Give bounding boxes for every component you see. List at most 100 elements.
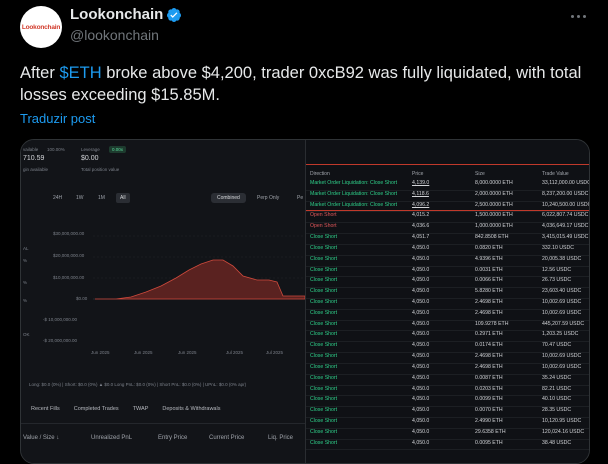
available-value: 710.59 xyxy=(23,155,45,162)
header-current-price[interactable]: Current Price xyxy=(209,435,245,441)
trade-row: Close Short 4,050.0 0.0070 ETH 28.35 USDC xyxy=(306,407,589,419)
trade-value: 38.48 USDC xyxy=(542,439,572,446)
trade-value: 26.73 USDC xyxy=(542,277,572,284)
trades-table-header: Direction Price Size Trade Value xyxy=(306,171,589,180)
cashtag-link[interactable]: $ETH xyxy=(59,64,102,82)
avatar[interactable]: Lookonchain xyxy=(20,6,62,48)
trade-value: 6,022,807.74 USDC xyxy=(542,212,589,219)
display-name[interactable]: Lookonchain xyxy=(70,6,164,23)
trade-direction: Close Short xyxy=(310,439,338,446)
trade-price: 4,050.0 xyxy=(412,342,430,349)
trade-value: 10,002.69 USDC xyxy=(542,299,582,306)
header-size: Size xyxy=(475,171,485,177)
trade-size: 1,000.0000 ETH xyxy=(475,223,513,230)
trade-value: 82.21 USDC xyxy=(542,385,572,392)
leverage-value: $0.00 xyxy=(81,155,99,162)
trade-direction: Close Short xyxy=(310,244,338,251)
trade-size: 0.0087 ETH xyxy=(475,374,503,381)
trade-direction: Close Short xyxy=(310,363,338,370)
trade-size: 29.6358 ETH xyxy=(475,428,506,435)
trade-direction: Close Short xyxy=(310,331,338,338)
trade-row: Close Short 4,050.0 0.0031 ETH 12.56 USDC xyxy=(306,267,589,278)
header-value-size[interactable]: Value / Size ↓ xyxy=(23,435,60,441)
trade-size: 2.4698 ETH xyxy=(475,309,503,316)
leverage-badge: 0.00x xyxy=(109,146,127,153)
header-unrealized-pnl[interactable]: Unrealized PnL xyxy=(91,435,133,441)
trade-direction: Close Short xyxy=(310,396,338,403)
tab-recent-fills[interactable]: Recent Fills xyxy=(31,406,60,412)
trade-direction: Market Order Liquidation: Close Short xyxy=(310,201,398,208)
translate-post-link[interactable]: Traduzir post xyxy=(20,111,96,126)
leverage-sub: Total position value xyxy=(81,167,120,172)
available-label: vailable xyxy=(23,147,39,152)
trade-size: 842.8508 ETH xyxy=(475,234,509,241)
trade-direction: Close Short xyxy=(310,234,338,241)
trade-row: Open Short 4,036.6 1,000.0000 ETH 4,036,649… xyxy=(306,223,589,235)
trade-value: 23,603.40 USDC xyxy=(542,288,582,295)
tab-completed-trades[interactable]: Completed Trades xyxy=(73,406,119,412)
divider xyxy=(21,423,305,424)
trade-size: 0.0203 ETH xyxy=(475,385,503,392)
y-tick: -$ 20,000,000.00 xyxy=(43,338,78,343)
trade-price: 4,050.0 xyxy=(412,363,430,370)
positions-tabs: Recent Fills Completed Trades TWAP Depos… xyxy=(31,406,220,412)
handle[interactable]: @lookonchain xyxy=(70,27,159,43)
more-options-icon[interactable] xyxy=(568,10,588,22)
trade-value: 1,203.25 USDC xyxy=(542,331,579,338)
trade-size: 0.0174 ETH xyxy=(475,342,503,349)
trade-row: Close Short 4,050.0 0.0203 ETH 82.21 USDC xyxy=(306,385,589,397)
trade-direction: Close Short xyxy=(310,255,338,262)
trade-size: 0.0099 ETH xyxy=(475,396,503,403)
tab-twap[interactable]: TWAP xyxy=(132,406,149,412)
trade-price: 4,050.0 xyxy=(412,277,430,284)
header-liq-price[interactable]: Liq. Price xyxy=(268,435,294,441)
x-tick: Jun 2025 xyxy=(178,350,197,355)
trade-row: Close Short 4,050.0 2.4698 ETH 10,002.69 US… xyxy=(306,299,589,310)
header-entry-price[interactable]: Entry Price xyxy=(158,435,188,441)
trade-price: 4,050.0 xyxy=(412,299,430,306)
trade-row: Close Short 4,050.0 0.0087 ETH 35.24 USDC xyxy=(306,374,589,386)
side-label: % xyxy=(23,258,28,263)
trade-direction: Close Short xyxy=(310,374,338,381)
timeframe-1m[interactable]: 1M xyxy=(98,195,105,201)
pnl-area-chart xyxy=(93,235,305,300)
trade-row: Close Short 4,050.0 0.0095 ETH 38.48 USDC xyxy=(306,439,589,451)
trade-size: 0.0095 ETH xyxy=(475,439,503,446)
trades-panel: Direction Price Size Trade Value Market … xyxy=(305,140,589,463)
trade-size: 4.9396 ETH xyxy=(475,255,503,262)
timeframe-all[interactable]: All xyxy=(116,193,130,203)
timeframe-1w[interactable]: 1W xyxy=(76,195,84,201)
trade-row: Close Short 4,051.7 842.8508 ETH 3,415,015.… xyxy=(306,234,589,245)
trade-price: 4,050.0 xyxy=(412,385,430,392)
x-tick: Jul 2025 xyxy=(226,350,244,355)
trade-direction: Close Short xyxy=(310,353,338,360)
trade-row: Market Order Liquidation: Close Short 4,1… xyxy=(306,180,589,191)
x-tick: Jul 2025 xyxy=(266,350,284,355)
trade-price: 4,118.6 xyxy=(412,190,429,197)
mode-partial[interactable]: Pe xyxy=(297,195,304,201)
available-sub: gin available xyxy=(23,167,49,172)
post-text: After $ETH broke above $4,200, trader 0x… xyxy=(20,64,582,104)
trade-row: Close Short 4,050.0 2.4698 ETH 10,002.69 US… xyxy=(306,309,589,321)
post-media-image[interactable]: vailable 100.00% 710.59 gin available Le… xyxy=(20,139,590,464)
tab-deposits-withdrawals[interactable]: Deposits & Withdrawals xyxy=(162,406,221,412)
trade-direction: Market Order Liquidation: Close Short xyxy=(310,190,398,197)
trade-row: Close Short 4,050.0 0.0174 ETH 70.47 USDC xyxy=(306,342,589,354)
mode-perp-only[interactable]: Perp Only xyxy=(257,195,280,201)
trade-row: Open Short 4,015.2 1,500.0000 ETH 6,022,807… xyxy=(306,212,589,224)
trade-value: 332.10 USDC xyxy=(542,244,575,251)
trade-price: 4,051.7 xyxy=(412,234,430,241)
pnl-summary-row: Long: $0.0 (0%) | Short: $0.0 (0%) ▲ $0.… xyxy=(29,382,247,387)
trade-price: 4,036.6 xyxy=(412,223,430,230)
trade-value: 10,002.69 USDC xyxy=(542,363,582,370)
avatar-logo-text: Lookonchain xyxy=(21,23,61,31)
timeframe-24h[interactable]: 24H xyxy=(53,195,63,201)
mode-combined[interactable]: Combined xyxy=(211,193,246,203)
trade-row: Close Short 4,050.0 2.4698 ETH 10,002.69 US… xyxy=(306,363,589,375)
trade-row: Close Short 4,050.0 2.4990 ETH 10,120.95 US… xyxy=(306,418,589,429)
trade-value: 10,002.69 USDC xyxy=(542,309,582,316)
trade-direction: Close Short xyxy=(310,309,338,316)
separator-line xyxy=(306,210,589,211)
positions-table-header: Value / Size ↓ Unrealized PnL Entry Pric… xyxy=(21,435,305,449)
trade-direction: Close Short xyxy=(310,299,338,306)
